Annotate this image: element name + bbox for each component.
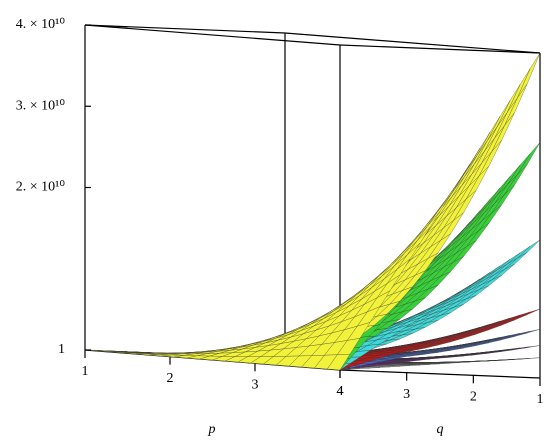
x-tick-label: 1 xyxy=(82,364,89,379)
y-tick-label: 2 xyxy=(470,390,477,405)
x-tick-label: 3 xyxy=(252,378,259,393)
y-tick-label: 1 xyxy=(537,392,544,407)
x-tick-label: 2 xyxy=(167,371,174,386)
surface-patch xyxy=(507,153,531,185)
y-axis-label: q xyxy=(437,422,444,437)
z-tick-label: 4. × 10¹⁰ xyxy=(16,17,66,32)
box-edge xyxy=(84,24,286,34)
surface-patch xyxy=(517,52,541,99)
z-tick-label: 2. × 10¹⁰ xyxy=(16,180,66,195)
surface-patch xyxy=(507,68,531,113)
z-tick-label: 3. × 10¹⁰ xyxy=(16,98,66,113)
y-tick-label: 3 xyxy=(403,387,410,402)
x-tick-label: 4 xyxy=(337,384,344,399)
y-tick-label: 4 xyxy=(337,384,344,399)
surface-patch xyxy=(517,142,541,175)
z-tick-label: 1 xyxy=(58,342,65,357)
box-edge xyxy=(339,44,541,54)
surface-patch xyxy=(507,246,531,265)
box-edge xyxy=(84,24,341,46)
y-axis-line xyxy=(339,369,541,379)
surface-patch xyxy=(517,239,541,259)
surface-patch xyxy=(494,174,518,204)
surface-patch xyxy=(494,258,518,275)
x-axis-label: p xyxy=(208,422,216,437)
surface-patch xyxy=(494,97,518,139)
box-edge xyxy=(284,32,541,54)
